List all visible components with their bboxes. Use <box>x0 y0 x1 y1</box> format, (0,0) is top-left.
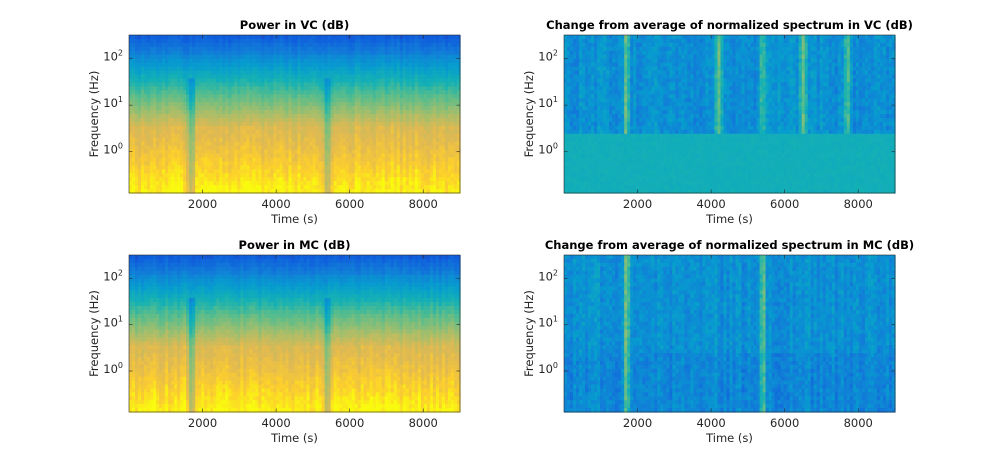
chart-title: Change from average of normalized spectr… <box>546 18 913 32</box>
x-tick-label: 4000 <box>261 416 290 430</box>
y-tick-label: 100 <box>103 361 123 376</box>
y-tick-label: 100 <box>538 142 558 157</box>
y-tick-label: 100 <box>538 361 558 376</box>
chart-title: Change from average of normalized spectr… <box>545 238 914 252</box>
panel-2: 2000 4000 6000 8000 102 101 100 Change from ave… <box>522 18 913 226</box>
x-axis-label: Time (s) <box>705 431 753 445</box>
x-tick-label: 6000 <box>770 416 799 430</box>
y-tick-label: 102 <box>103 49 123 64</box>
axes-box <box>563 34 896 194</box>
x-tick-label: 8000 <box>844 416 873 430</box>
x-tick-label: 4000 <box>696 416 725 430</box>
heatmap-image <box>564 35 896 194</box>
y-tick-label: 100 <box>103 142 123 157</box>
y-axis-label: Frequency (Hz) <box>87 290 101 377</box>
y-axis-label: Frequency (Hz) <box>87 71 101 158</box>
chart-title: Power in MC (dB) <box>239 238 351 252</box>
x-tick-label: 4000 <box>261 197 290 211</box>
x-tick-label: 2000 <box>623 416 652 430</box>
x-tick-label: 2000 <box>623 197 652 211</box>
y-tick-label: 102 <box>538 268 558 283</box>
panel-4: 2000 4000 6000 8000 102 101 100 Change from ave… <box>522 238 914 445</box>
y-tick-label: 101 <box>538 315 558 330</box>
x-tick-label: 6000 <box>335 197 364 211</box>
x-tick-label: 2000 <box>188 416 217 430</box>
x-axis-label: Time (s) <box>270 212 318 226</box>
x-tick-label: 8000 <box>844 197 873 211</box>
heatmap-image <box>129 255 461 413</box>
y-axis-label: Frequency (Hz) <box>522 290 536 377</box>
x-tick-label: 8000 <box>409 197 438 211</box>
panel-3: 2000 4000 6000 8000 102 101 100 Power in MC (dB… <box>87 238 461 445</box>
y-tick-label: 102 <box>538 49 558 64</box>
y-tick-label: 101 <box>538 95 558 110</box>
axes-box <box>563 254 896 413</box>
panel-1: 2000 4000 6000 8000 102 101 100 Power in VC (dB… <box>87 18 461 226</box>
heatmap-image <box>129 35 461 194</box>
y-tick-label: 101 <box>103 95 123 110</box>
axes-box <box>128 254 461 413</box>
x-tick-label: 4000 <box>696 197 725 211</box>
x-tick-label: 2000 <box>188 197 217 211</box>
y-axis-label: Frequency (Hz) <box>522 71 536 158</box>
x-axis-label: Time (s) <box>270 431 318 445</box>
x-tick-label: 6000 <box>335 416 364 430</box>
x-tick-label: 8000 <box>409 416 438 430</box>
x-tick-label: 6000 <box>770 197 799 211</box>
x-axis-label: Time (s) <box>705 212 753 226</box>
y-tick-label: 102 <box>103 268 123 283</box>
axes-box <box>128 34 461 194</box>
y-tick-label: 101 <box>103 315 123 330</box>
chart-title: Power in VC (dB) <box>240 18 349 32</box>
heatmap-image <box>564 255 896 413</box>
